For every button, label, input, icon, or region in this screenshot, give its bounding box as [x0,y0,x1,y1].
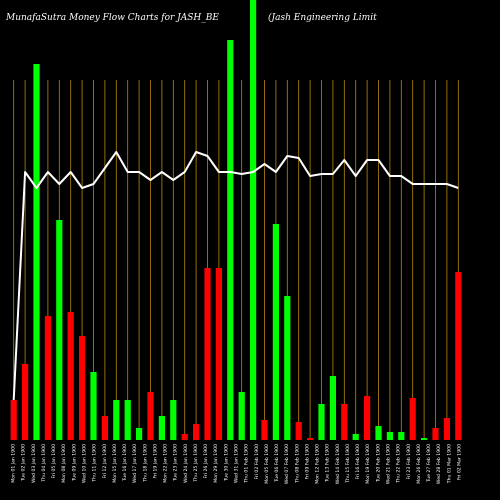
bar [33,64,40,440]
bar [386,432,393,440]
bar [409,398,416,440]
x-tick-label: Mon 12 Feb 1900 [315,444,321,484]
bar [421,438,428,440]
x-tick-label: Thu 22 Feb 1900 [396,444,402,484]
x-tick-label: Mon 01 Jan 1900 [11,444,17,483]
x-tick-label: Wed 07 Feb 1900 [284,444,290,484]
x-tick-label: Wed 10 Jan 1900 [82,444,88,483]
bar [44,316,51,440]
bar [352,434,359,440]
chart-title: MunafaSutra Money Flow Charts for JASH_B… [6,13,219,23]
bar [364,396,371,440]
x-tick-label: Wed 17 Jan 1900 [132,444,138,483]
bar [341,404,348,440]
x-tick-label: Fri 09 Feb 1900 [304,444,310,480]
chart-subtitle: (Jash Engineering Limit [268,13,377,23]
x-tick-label: Fri 12 Jan 1900 [102,444,108,479]
x-tick-label: Thu 15 Feb 1900 [345,444,351,484]
bar [101,416,108,440]
x-tick-label: Tue 27 Feb 1900 [426,444,432,483]
x-tick-label: Wed 28 Feb 1900 [436,444,442,484]
x-tick-label: Fri 05 Jan 1900 [51,444,57,479]
bar [375,426,382,440]
bar [272,224,279,440]
bar [113,400,120,440]
x-tick-label: Thu 18 Jan 1900 [142,444,148,483]
bar [318,404,325,440]
x-tick-label: Fri 02 Feb 1900 [254,444,260,480]
bar [284,296,291,440]
x-tick-label: Wed 24 Jan 1900 [183,444,189,483]
bar [455,272,462,440]
x-tick-label: Mon 26 Feb 1900 [416,444,422,484]
x-tick-label: Mon 29 Jan 1900 [213,444,219,483]
x-tick-label: Tue 16 Jan 1900 [122,444,128,482]
x-tick-label: Wed 21 Feb 1900 [386,444,392,484]
bar [250,0,257,440]
bar [261,420,268,440]
bar [90,372,97,440]
x-tick-label: Tue 23 Jan 1900 [173,444,179,482]
bar [295,422,302,440]
x-tick-label: Mon 05 Feb 1900 [264,444,270,484]
x-tick-label: Thu 25 Jan 1900 [193,444,199,483]
x-tick-label: Thu 11 Jan 1900 [92,444,98,483]
bar [443,418,450,440]
bar [193,424,200,440]
x-tick-label: Thu 01 Mar 1900 [446,444,452,484]
bar [432,428,439,440]
x-tick-label: Wed 31 Jan 1900 [234,444,240,483]
x-tick-label: Wed 14 Feb 1900 [335,444,341,484]
bar [215,268,222,440]
bar [10,400,17,440]
x-tick-label: Mon 22 Jan 1900 [163,444,169,483]
bar [238,392,245,440]
money-flow-line [12,151,459,401]
bar [329,376,336,440]
x-tick-label: Tue 09 Jan 1900 [71,444,77,482]
bar [56,220,63,440]
bar [79,336,86,440]
x-tick-label: Tue 13 Feb 1900 [325,444,331,483]
x-tick-label: Thu 08 Feb 1900 [294,444,300,484]
bar [398,432,405,440]
x-tick-label: Tue 06 Feb 1900 [274,444,280,483]
x-tick-label: Thu 04 Jan 1900 [41,444,47,483]
x-tick-label: Fri 19 Jan 1900 [152,444,158,479]
x-tick-label: Thu 01 Feb 1900 [244,444,250,484]
x-tick-label: Fri 23 Feb 1900 [406,444,412,480]
bar [181,434,188,440]
x-tick-label: Fri 26 Jan 1900 [203,444,209,479]
bar [307,438,314,440]
x-tick-label: Tue 30 Jan 1900 [223,444,229,482]
bar [147,392,154,440]
bar [227,40,234,440]
bar [124,400,131,440]
x-tick-label: Tue 02 Jan 1900 [21,444,27,482]
x-tick-label: Mon 19 Feb 1900 [365,444,371,484]
x-tick-label: Fri 02 Mar 1900 [456,444,462,480]
bar [22,364,29,440]
x-tick-label: Mon 15 Jan 1900 [112,444,118,483]
x-tick-label: Fri 16 Feb 1900 [355,444,361,480]
bar [67,312,74,440]
bar [170,400,177,440]
bar [136,428,143,440]
bar [158,416,165,440]
x-tick-label: Mon 08 Jan 1900 [61,444,67,483]
bar [204,268,211,440]
x-tick-label: Wed 03 Jan 1900 [31,444,37,483]
x-tick-label: Tue 20 Feb 1900 [375,444,381,483]
